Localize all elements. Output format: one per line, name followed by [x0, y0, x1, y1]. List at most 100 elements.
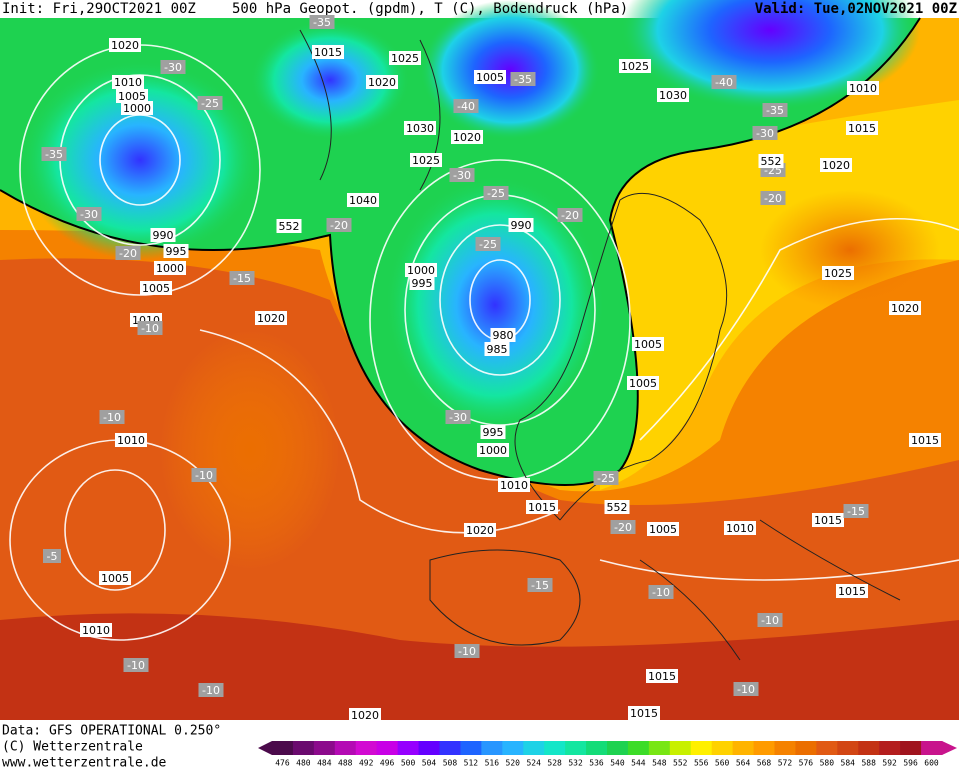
- height-label: 552: [279, 220, 300, 233]
- colorbar-swatch: [837, 741, 859, 755]
- colorbar-label: 592: [882, 759, 897, 768]
- colorbar-label: 596: [903, 759, 918, 768]
- pressure-label-box: [846, 121, 878, 135]
- temperature-label-box: [115, 246, 141, 260]
- temperature-label: -40: [457, 100, 475, 113]
- pressure-label-box: [150, 228, 176, 242]
- colorbar-swatch: [544, 741, 566, 755]
- colorbar-label: 532: [568, 759, 583, 768]
- pressure-label-box: [490, 328, 516, 342]
- pressure-label-box: [154, 261, 186, 275]
- temperature-label: -30: [756, 127, 774, 140]
- colorbar-swatch: [648, 741, 671, 755]
- temperature-label-box: [757, 613, 783, 627]
- pressure-label: 1015: [838, 585, 866, 598]
- colorbar-label: 544: [631, 759, 646, 768]
- pressure-label: 1015: [814, 514, 842, 527]
- temperature-label-box: [454, 644, 480, 658]
- colorbar-swatch: [774, 741, 796, 755]
- pressure-label-box: [140, 281, 172, 295]
- temperature-label-box: [76, 207, 102, 221]
- temperature-label: -25: [479, 238, 497, 251]
- colorbar-label: 588: [861, 759, 876, 768]
- colorbar-swatch: [627, 741, 650, 755]
- pressure-label-box: [474, 70, 506, 84]
- pressure-label-box: [657, 88, 689, 102]
- colorbar-label: 496: [380, 759, 395, 768]
- pressure-label: 1015: [848, 122, 876, 135]
- pressure-label-box: [619, 59, 651, 73]
- pressure-label: 1020: [891, 302, 919, 315]
- pressure-label: 1020: [351, 709, 379, 722]
- colorbar-swatch: [439, 741, 461, 755]
- height-label: 552: [761, 155, 782, 168]
- colorbar-swatch: [272, 741, 294, 755]
- pressure-label: 1020: [822, 159, 850, 172]
- temperature-label: -30: [164, 61, 182, 74]
- colorbar-label: 480: [296, 759, 311, 768]
- temperature-label: -30: [449, 411, 467, 424]
- init-time: Init: Fri,29OCT2021 00Z: [2, 1, 196, 17]
- pressure-label-box: [526, 500, 558, 514]
- temperature-label-box: [557, 208, 583, 222]
- colorbar-swatch: [586, 741, 608, 755]
- pressure-label: 1000: [156, 262, 184, 275]
- url: www.wetterzentrale.de: [2, 756, 167, 771]
- pressure-label: 1010: [726, 522, 754, 535]
- temperature-label-box: [326, 218, 352, 232]
- pressure-label: 1020: [257, 312, 285, 325]
- colorbar-swatch: [795, 741, 817, 755]
- pressure-label-box: [847, 81, 879, 95]
- pressure-label-box: [724, 521, 756, 535]
- pressure-label: 1005: [101, 572, 129, 585]
- temperature-label: -35: [313, 16, 331, 29]
- temperature-label-box: [610, 520, 636, 534]
- pressure-label: 1015: [528, 501, 556, 514]
- temperature-label: -5: [47, 550, 58, 563]
- pressure-label: 980: [493, 329, 514, 342]
- temperature-label: -40: [715, 76, 733, 89]
- pressure-label-box: [109, 38, 141, 52]
- colorbar-swatch: [669, 741, 692, 755]
- pressure-label: 1010: [500, 479, 528, 492]
- colorbar-label: 488: [338, 759, 353, 768]
- pressure-label-box: [889, 301, 921, 315]
- pressure-label: 1015: [630, 707, 658, 720]
- pressure-label: 1005: [649, 523, 677, 536]
- temperature-label-box: [449, 168, 475, 182]
- pressure-label-box: [366, 75, 398, 89]
- temperature-label-box: [41, 147, 67, 161]
- pressure-label-box: [405, 263, 437, 277]
- pressure-label: 1025: [824, 267, 852, 280]
- colorbar-swatch: [376, 741, 399, 755]
- pressure-label: 995: [483, 426, 504, 439]
- temperature-label-box: [527, 578, 553, 592]
- temperature-label: -10: [195, 469, 213, 482]
- colorbar-swatch: [313, 741, 336, 755]
- colorbar-label: 600: [924, 759, 939, 768]
- valid-time: Valid: Tue,02NOV2021 00Z: [755, 1, 957, 17]
- temperature-label: -25: [597, 472, 615, 485]
- pressure-label: 1000: [407, 264, 435, 277]
- temperature-label-box: [197, 96, 223, 110]
- colorbar-label: 492: [359, 759, 374, 768]
- colorbar-label: 568: [757, 759, 772, 768]
- pressure-label-box: [836, 584, 868, 598]
- pressure-label: 1020: [111, 39, 139, 52]
- pressure-label-box: [121, 101, 153, 115]
- colorbar-label: 540: [610, 759, 625, 768]
- pressure-label: 1015: [648, 670, 676, 683]
- temperature-label-box: [648, 585, 674, 599]
- colorbar-swatch: [460, 741, 482, 755]
- colorbar-swatch: [690, 741, 713, 755]
- pressure-label: 1010: [849, 82, 877, 95]
- colorbar-label: 476: [275, 759, 290, 768]
- temperature-label-box: [843, 504, 869, 518]
- temperature-label-box: [453, 99, 479, 113]
- pressure-label: 1010: [114, 76, 142, 89]
- pressure-label: 1000: [479, 444, 507, 457]
- temperature-label-box: [137, 321, 163, 335]
- temperature-label: -20: [330, 219, 348, 232]
- pressure-label: 1025: [621, 60, 649, 73]
- temperature-label-box: [752, 126, 778, 140]
